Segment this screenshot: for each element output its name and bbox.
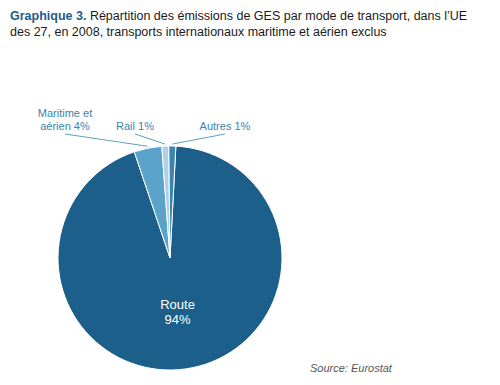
labels: Route94%Maritime etaérien 4%Rail 1%Autre… [38, 107, 251, 327]
category-label: Autres [200, 120, 232, 132]
data-label: Route94% [160, 297, 195, 327]
value-label: 1% [234, 120, 250, 132]
category-label: Route [160, 297, 195, 312]
title-block: Graphique 3. Répartition des émissions d… [10, 8, 490, 40]
category-label: aérien [40, 120, 71, 132]
title: Graphique 3. [10, 9, 86, 23]
category-label: Rail [116, 120, 135, 132]
slices [58, 146, 282, 370]
chart: Route94%Maritime etaérien 4%Rail 1%Autre… [0, 0, 500, 385]
leader-line [172, 134, 225, 144]
leader-line [65, 134, 147, 146]
data-label: Rail 1% [116, 120, 154, 132]
data-label: Autres 1% [200, 120, 251, 132]
slice [58, 146, 282, 370]
value-label: 4% [74, 120, 90, 132]
data-label: Maritime etaérien 4% [38, 107, 92, 132]
slice [169, 146, 176, 258]
value-label: 94% [165, 312, 191, 327]
category-label: Maritime et [38, 107, 92, 119]
leader-line [135, 134, 165, 144]
value-label: 1% [138, 120, 154, 132]
annotation: Source: Eurostat [310, 362, 393, 374]
slice [134, 146, 170, 258]
